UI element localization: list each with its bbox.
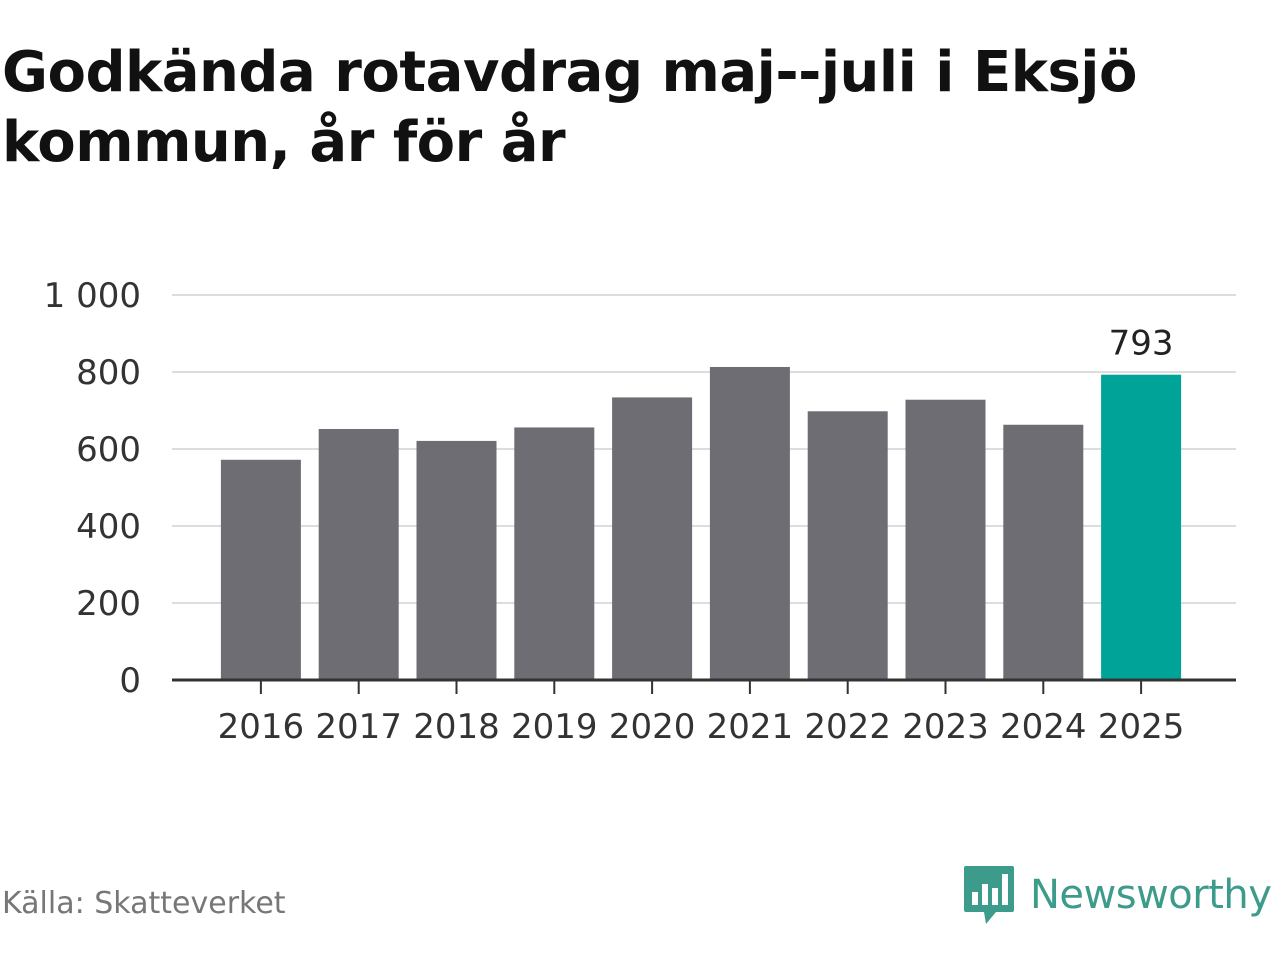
y-tick-label: 1 000 (44, 276, 141, 316)
data-label: 793 (1109, 324, 1174, 364)
bar (612, 397, 693, 680)
bar (416, 440, 497, 680)
brand-logo: Newsworthy (962, 862, 1272, 928)
x-tick-label: 2022 (804, 707, 891, 747)
x-tick-label: 2016 (218, 707, 305, 747)
bar (318, 428, 399, 680)
newsworthy-logo-icon (964, 866, 1014, 924)
bar (1101, 374, 1182, 680)
x-tick-label: 2018 (413, 707, 500, 747)
y-tick-label: 800 (76, 353, 141, 393)
x-tick-label: 2023 (902, 707, 989, 747)
y-tick-label: 600 (76, 430, 141, 470)
x-tick-label: 2020 (609, 707, 696, 747)
x-tick-label: 2025 (1098, 707, 1185, 747)
bar (807, 411, 888, 680)
bar (709, 366, 790, 680)
bar (220, 459, 301, 680)
x-tick-label: 2021 (707, 707, 794, 747)
x-axis-labels: 2016 2017 2018 2019 2020 2021 2022 2023 2024 2025 (218, 707, 1185, 747)
bars (220, 366, 1182, 680)
chart-title: Godkända rotavdrag maj--juli i Eksjö kom… (2, 40, 1137, 175)
bar (514, 427, 595, 680)
y-tick-label: 400 (76, 507, 141, 547)
data-labels: 793 (1109, 324, 1174, 364)
x-tick-label: 2019 (511, 707, 598, 747)
y-axis-labels: 0 200 400 600 800 1 000 (44, 276, 141, 701)
brand-name: Newsworthy (1030, 872, 1272, 918)
x-tick-label: 2024 (1000, 707, 1087, 747)
source-note: Källa: Skatteverket (2, 886, 286, 921)
bar (1003, 424, 1084, 680)
y-tick-label: 200 (76, 584, 141, 624)
bar (905, 399, 986, 680)
x-tick-label: 2017 (315, 707, 402, 747)
y-tick-label: 0 (119, 661, 141, 701)
x-axis (172, 678, 1236, 694)
